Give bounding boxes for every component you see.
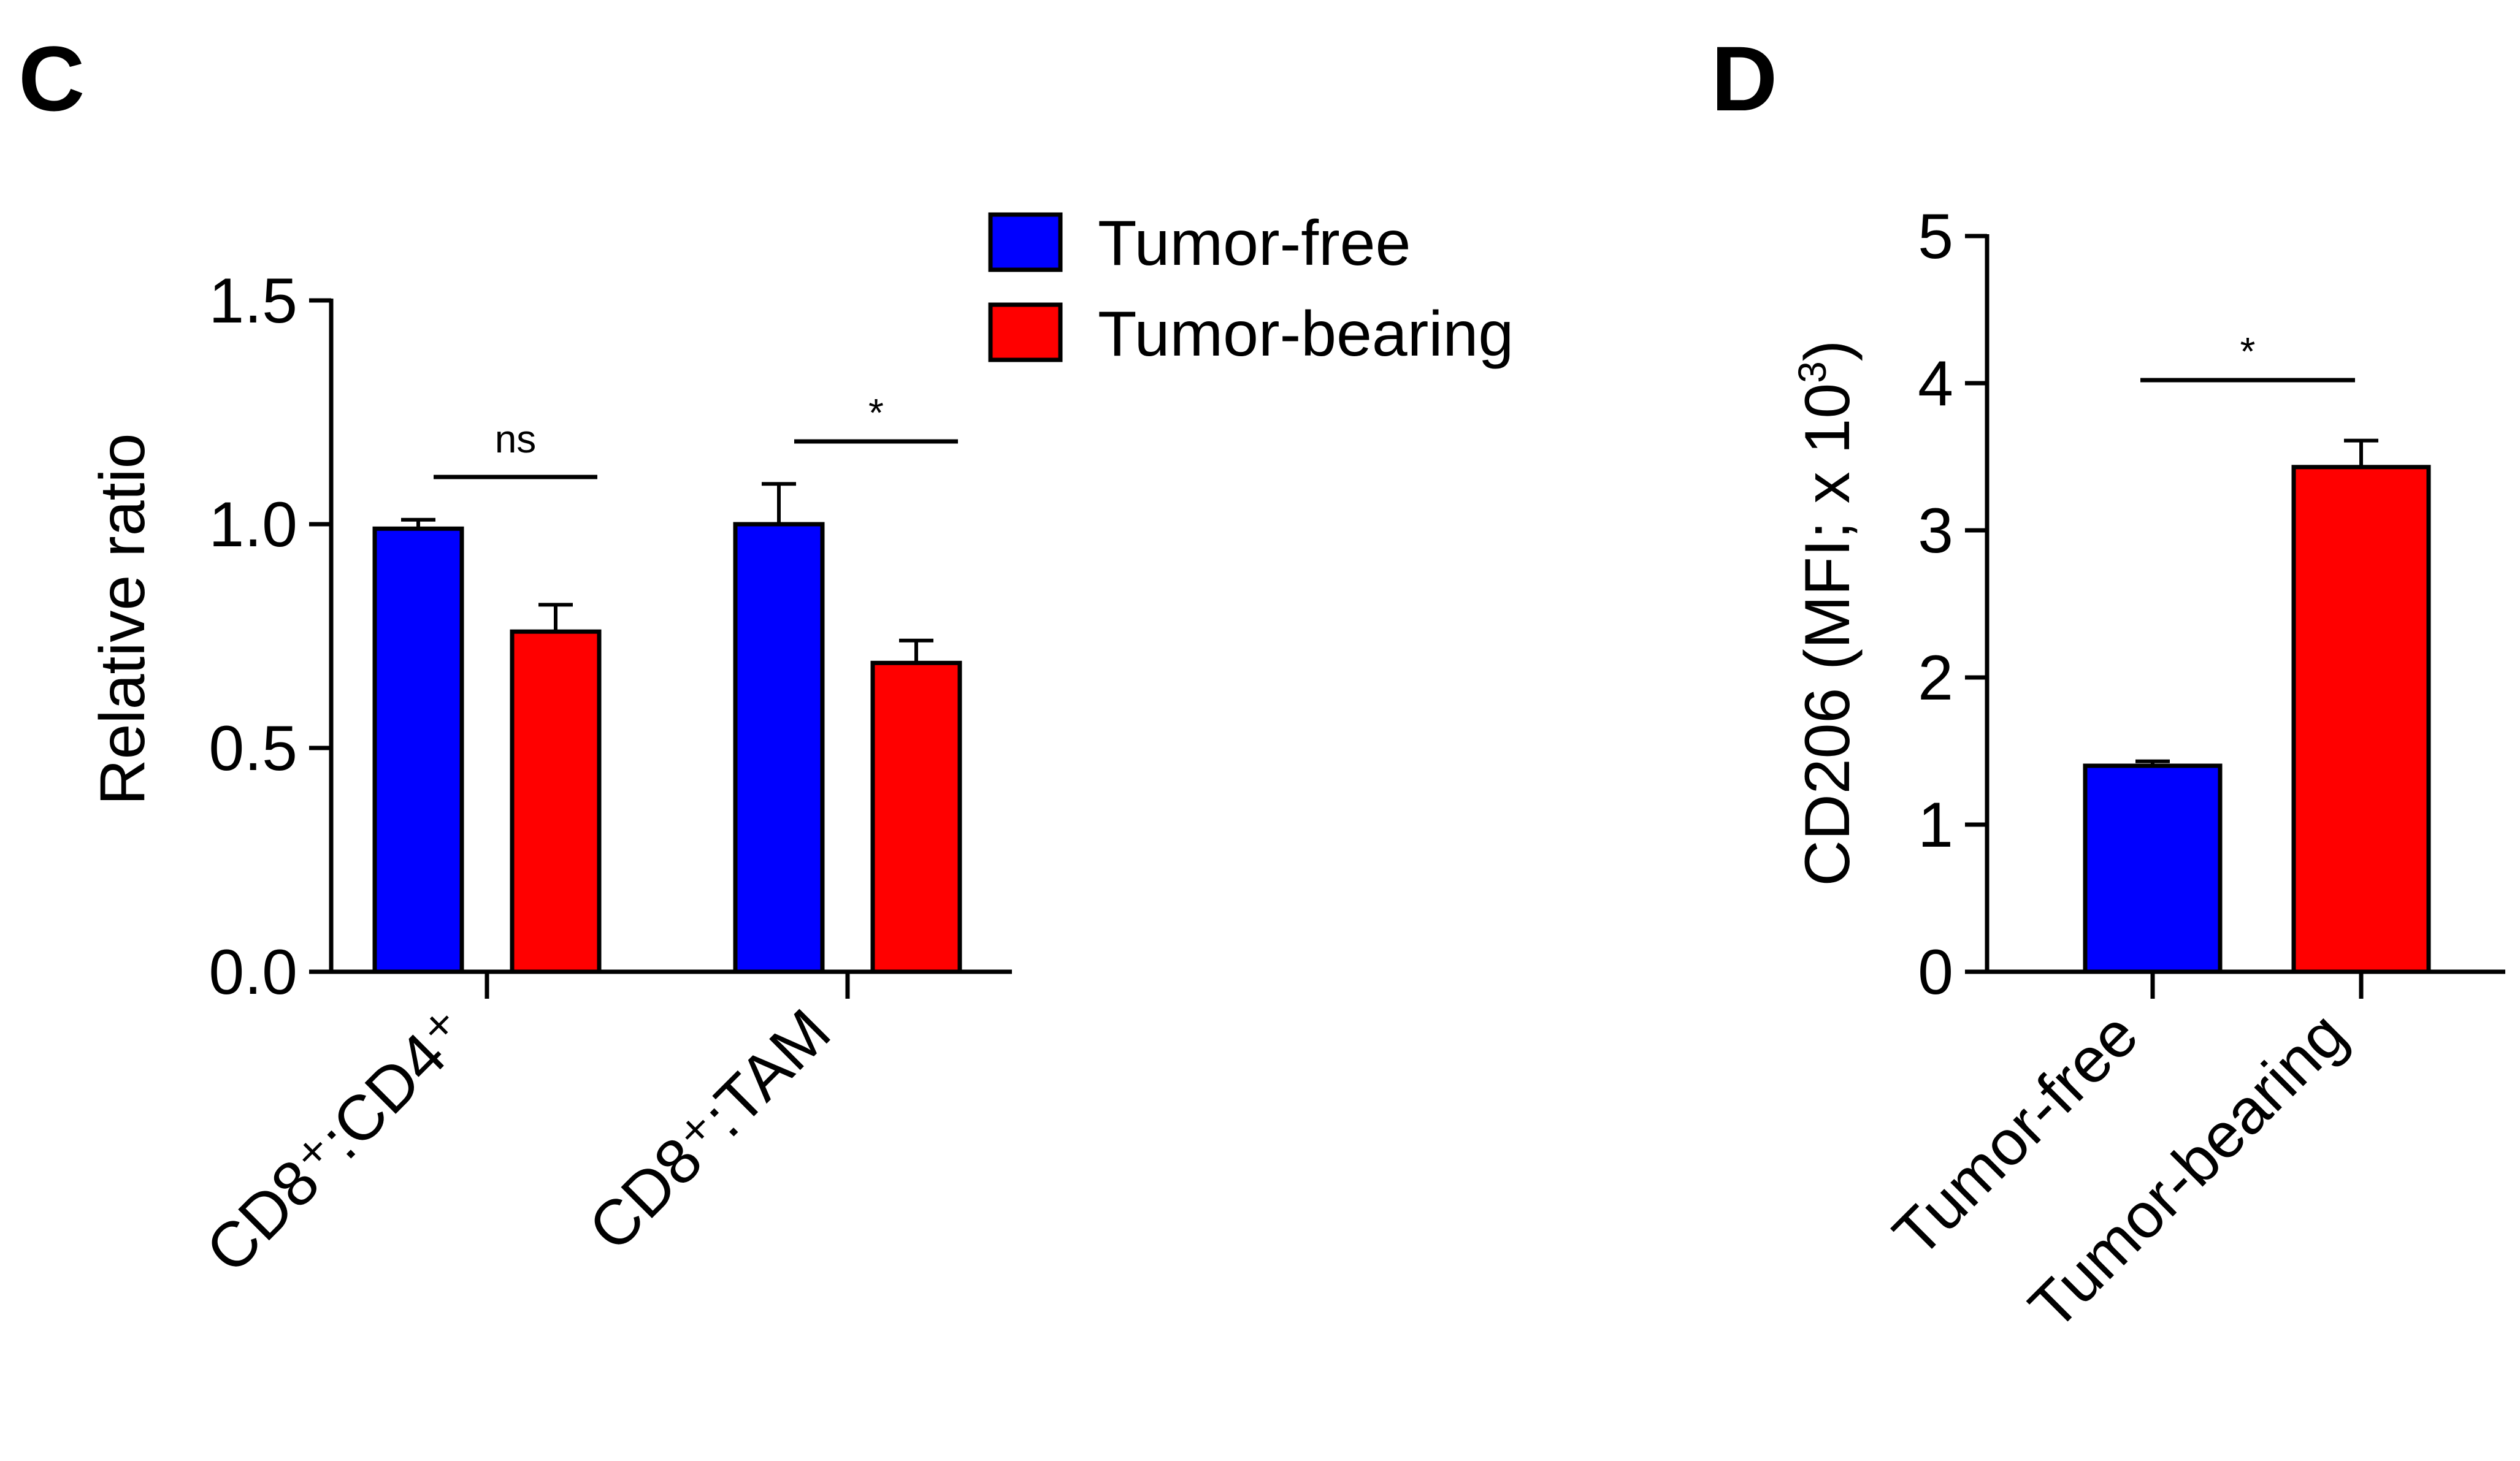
x-category-label: CD8⁺:CD4⁺ [193,996,483,1286]
y-tick-label: 1 [1918,790,1953,861]
bar-tumor-bearing-2 [870,660,962,974]
y-tick-label: 0.0 [209,937,297,1008]
legend-swatch-tumor-free [988,212,1063,272]
y-axis: 0.0 0.5 1.0 1.5 [209,265,334,1008]
legend: Tumor-free Tumor-bearing [988,208,1514,370]
y-tick-label: 2 [1918,643,1953,714]
legend-swatch-tumor-bearing [988,302,1063,362]
plot-area: ns * [372,391,962,974]
panel-label-c: C [18,27,85,130]
y-axis-title-d: CD206 (MFI; x 103) [1790,340,1863,887]
bar-tumor-bearing [2291,465,2431,974]
significance-label: ns [495,417,537,461]
x-category-label: CD8⁺:TAM [575,996,844,1264]
significance-label: * [868,391,884,435]
y-tick-label: 5 [1918,201,1953,272]
legend-label-tumor-bearing: Tumor-bearing [1098,299,1514,370]
y-axis-title: Relative ratio [87,433,158,806]
legend-label-tumor-free: Tumor-free [1098,208,1411,279]
y-axis-d: 0 1 2 3 4 5 [1918,201,1990,1008]
y-tick-label: 1.0 [209,489,297,560]
bar-tumor-free-1 [372,526,464,974]
panel-label-d: D [1711,27,1777,130]
y-axis-title-end: ) [1792,340,1863,362]
y-axis-title-main: CD206 (MFI; x 10 [1792,383,1863,887]
plot-area-d: * [2083,329,2431,974]
y-axis-title-superscript: 3 [1790,361,1834,383]
significance-label: * [2240,329,2256,373]
y-tick-label: 0 [1918,937,1953,1008]
y-tick-label: 4 [1918,348,1953,419]
panel-c: C Relative ratio 0.0 0.5 1.0 1.5 ns * CD8⁺:C… [18,27,1514,1287]
y-tick-label: 1.5 [209,265,297,337]
bar-tumor-free-2 [733,522,825,974]
y-tick-label: 3 [1918,495,1953,566]
bar-tumor-bearing-1 [510,629,602,974]
bar-tumor-free [2083,763,2223,974]
x-axis: CD8⁺:CD4⁺ CD8⁺:TAM [193,969,1012,1287]
y-tick-label: 0.5 [209,713,297,784]
